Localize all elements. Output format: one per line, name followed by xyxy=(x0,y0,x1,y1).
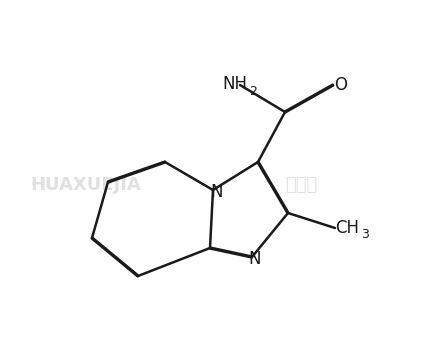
Text: O: O xyxy=(335,76,347,94)
Text: CH: CH xyxy=(335,219,359,237)
Text: 2: 2 xyxy=(249,85,257,98)
Text: NH: NH xyxy=(223,75,248,93)
Text: 3: 3 xyxy=(361,228,369,240)
Text: 化学加: 化学加 xyxy=(285,176,317,194)
Text: N: N xyxy=(211,183,223,201)
Text: HUAXUEJIA: HUAXUEJIA xyxy=(30,176,141,194)
Text: N: N xyxy=(249,250,261,268)
